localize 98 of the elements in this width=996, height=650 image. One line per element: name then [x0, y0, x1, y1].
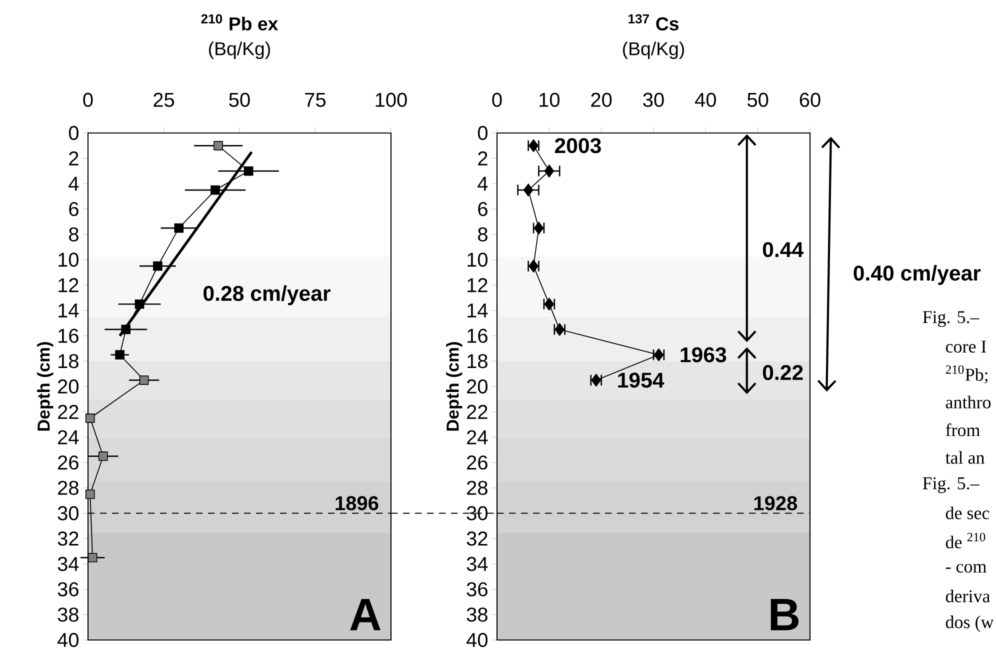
- y-tick-label: 14: [58, 304, 79, 318]
- point: [214, 141, 223, 150]
- y-tick-label: 40: [58, 632, 78, 648]
- point: [88, 552, 98, 562]
- text: - com: [946, 564, 986, 573]
- annotation: 1896: [336, 496, 378, 510]
- x-tick-label: 100: [376, 92, 407, 107]
- y-tick-label: 22: [467, 404, 488, 419]
- y-axis-title: Depth (cm): [446, 342, 462, 431]
- annotation: B: [770, 599, 799, 630]
- point: [210, 185, 220, 195]
- y-tick-label: 12: [468, 278, 488, 292]
- annotation: 0.28 cm/year: [204, 285, 330, 306]
- point: [115, 350, 124, 360]
- x-tick-label: 60: [800, 92, 820, 107]
- point: [544, 164, 554, 178]
- text: dos (w: [946, 616, 994, 632]
- y-tick-label: 28: [58, 480, 78, 495]
- y-axis-title: Depth (cm): [37, 342, 54, 431]
- y-tick-label: 0: [68, 126, 78, 140]
- y-tick-label: 36: [466, 582, 488, 596]
- point: [139, 376, 149, 385]
- point: [174, 223, 184, 233]
- y-tick-label: 30: [58, 506, 78, 520]
- x-tick-label: 50: [748, 92, 768, 107]
- caption: Fig. 5.–: [922, 477, 980, 494]
- y-tick-label: 20: [467, 379, 488, 394]
- y-tick-label: 32: [466, 532, 488, 546]
- x-tick-label: 75: [305, 93, 326, 107]
- y-tick-label: 34: [466, 556, 488, 572]
- x-tick-label: 50: [229, 92, 250, 107]
- y-tick-label: 0: [478, 126, 488, 140]
- x-tick-label: 30: [643, 92, 664, 107]
- y-tick-label: 8: [69, 227, 78, 242]
- annotation: 2003: [554, 138, 601, 154]
- text: de $^{210}$: [946, 532, 986, 548]
- text: 0.40 cm/year: [854, 265, 981, 285]
- y-tick-label: 8: [478, 227, 488, 242]
- x-axis-title: (Bq/Kg): [209, 42, 270, 60]
- annotation: 0.22: [762, 365, 803, 380]
- y-tick-label: 26: [467, 455, 488, 470]
- point: [85, 490, 95, 499]
- y-tick-label: 2: [478, 151, 488, 166]
- text: core I: [946, 340, 986, 353]
- y-tick-label: 18: [468, 354, 488, 368]
- y-tick-label: 38: [58, 608, 78, 622]
- annotation: 0.44: [762, 242, 804, 258]
- annotation: 1963: [680, 347, 726, 362]
- y-tick-label: 14: [468, 304, 488, 318]
- x-tick-label: 0: [83, 92, 93, 107]
- chart-title: $^{137}$ Cs: [628, 14, 678, 30]
- y-tick-label: 16: [58, 328, 78, 343]
- y-tick-label: 4: [478, 176, 488, 191]
- y-tick-label: 16: [468, 328, 488, 343]
- point: [134, 299, 144, 309]
- y-tick-label: 32: [58, 532, 78, 546]
- point: [244, 166, 254, 176]
- annotation: A: [350, 599, 381, 630]
- point: [98, 452, 108, 461]
- y-tick-label: 26: [58, 455, 78, 470]
- x-tick-label: 25: [154, 92, 174, 107]
- text: anthro: [946, 396, 991, 408]
- annotation: 1928: [754, 496, 798, 510]
- point: [85, 414, 95, 423]
- x-tick-label: 40: [695, 92, 716, 107]
- y-tick-label: 24: [467, 430, 488, 444]
- y-tick-label: 6: [69, 202, 78, 216]
- y-tick-label: 22: [58, 404, 78, 419]
- y-tick-label: 34: [58, 556, 79, 572]
- y-tick-label: 28: [467, 480, 488, 495]
- x-tick-label: 0: [492, 92, 502, 107]
- text: de sec: [946, 506, 990, 520]
- chart-title: $^{210}$ Pb ex: [201, 14, 278, 30]
- text: deriva: [946, 590, 990, 602]
- y-tick-label: 6: [478, 202, 488, 216]
- y-tick-label: 30: [466, 506, 488, 520]
- point: [153, 261, 162, 271]
- y-tick-label: 38: [466, 608, 488, 622]
- y-tick-label: 24: [58, 430, 79, 444]
- y-tick-label: 12: [58, 278, 78, 292]
- caption: Fig. 5.–: [922, 311, 980, 327]
- text: tal an: [945, 451, 984, 464]
- text: $^{210}$Pb;: [946, 365, 988, 384]
- x-axis-title: (Bq/Kg): [623, 42, 684, 60]
- point: [523, 184, 534, 196]
- annotation: 1954: [618, 372, 664, 388]
- y-tick-label: 40: [466, 632, 488, 648]
- text: from: [946, 423, 980, 436]
- point: [121, 324, 131, 334]
- x-tick-label: 10: [540, 92, 560, 107]
- y-tick-label: 10: [468, 252, 488, 267]
- y-tick-label: 10: [58, 252, 78, 267]
- y-tick-label: 2: [69, 151, 78, 166]
- y-tick-label: 36: [58, 582, 78, 596]
- y-tick-label: 4: [68, 176, 79, 191]
- x-tick-label: 20: [591, 92, 612, 107]
- y-tick-label: 18: [58, 354, 78, 368]
- y-tick-label: 20: [58, 379, 78, 394]
